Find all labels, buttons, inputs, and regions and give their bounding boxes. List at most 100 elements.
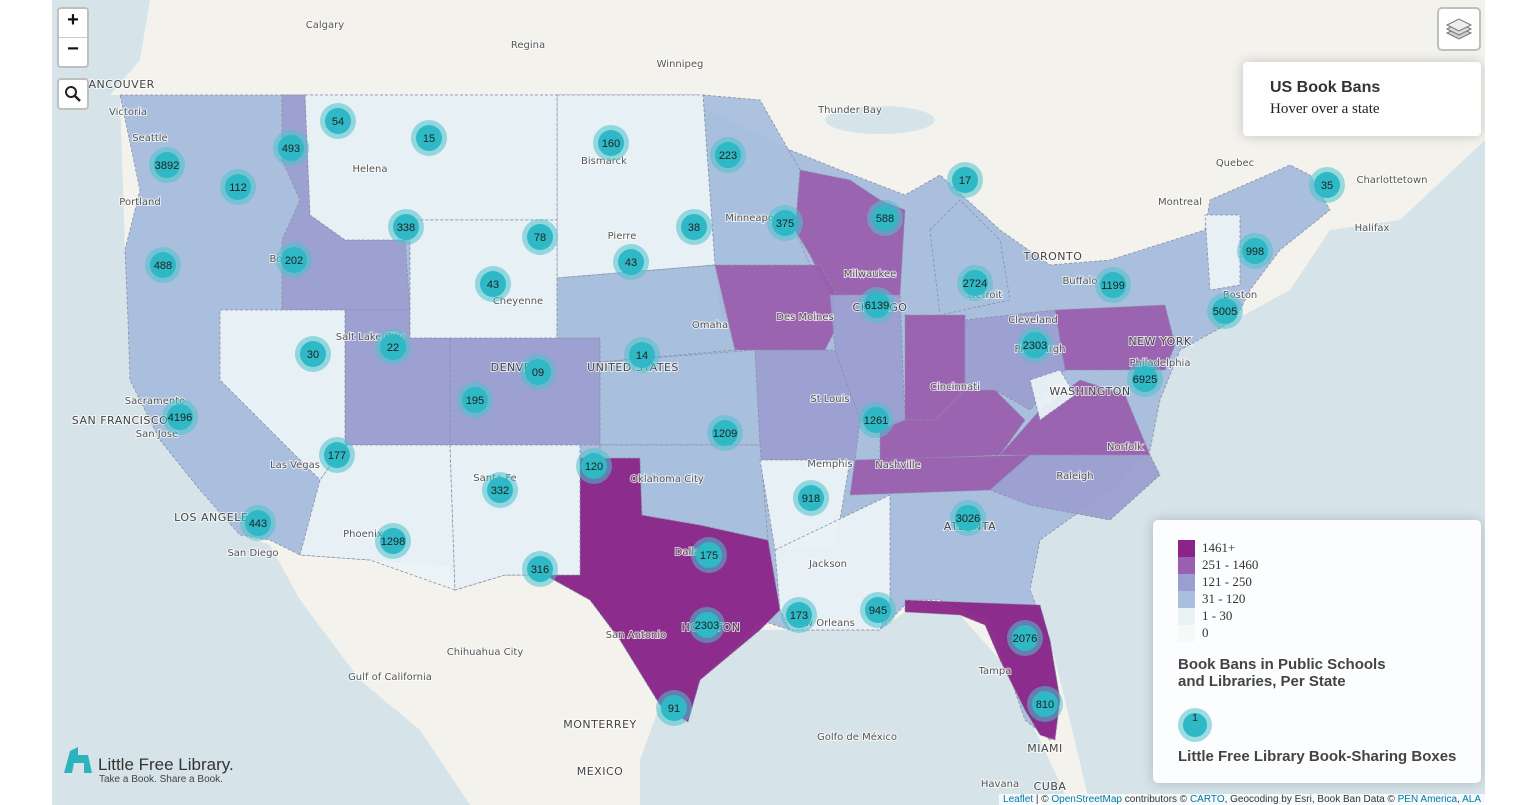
cluster-marker[interactable]: 09 bbox=[520, 354, 556, 390]
cluster-count: 4196 bbox=[168, 412, 192, 424]
cluster-marker[interactable]: 22 bbox=[375, 329, 411, 365]
cluster-marker[interactable]: 316 bbox=[522, 551, 558, 587]
cluster-marker[interactable]: 338 bbox=[388, 209, 424, 245]
zoom-in[interactable]: + bbox=[67, 9, 79, 31]
cluster-core bbox=[772, 210, 798, 236]
place-label: Las Vegas bbox=[270, 460, 320, 471]
cluster-marker[interactable]: 43 bbox=[475, 266, 511, 302]
cluster-marker[interactable]: 443 bbox=[240, 505, 276, 541]
cluster-marker[interactable]: 2076 bbox=[1007, 620, 1043, 656]
state[interactable] bbox=[774, 494, 891, 631]
cluster-marker[interactable]: 6139 bbox=[859, 287, 895, 323]
legend-label: 251 - 1460 bbox=[1202, 557, 1259, 572]
cluster-marker[interactable]: 5005 bbox=[1207, 293, 1243, 329]
state[interactable] bbox=[1204, 214, 1241, 291]
cluster-marker[interactable]: 38 bbox=[676, 209, 712, 245]
cluster-count: 78 bbox=[534, 232, 546, 244]
cluster-marker[interactable]: 488 bbox=[145, 247, 181, 283]
layers-button[interactable] bbox=[1437, 7, 1481, 51]
cluster-count: 375 bbox=[776, 218, 794, 230]
cluster-core bbox=[864, 292, 890, 318]
logo[interactable]: Little Free Library. Take a Book. Share … bbox=[62, 745, 234, 785]
cluster-marker[interactable]: 15 bbox=[411, 120, 447, 156]
state[interactable] bbox=[714, 264, 836, 351]
place-label: Calgary bbox=[306, 20, 344, 31]
cluster-count: 43 bbox=[625, 257, 637, 269]
cluster-marker[interactable]: 3026 bbox=[950, 500, 986, 536]
cluster-marker[interactable]: 112 bbox=[220, 169, 256, 205]
cluster-marker[interactable]: 35 bbox=[1309, 167, 1345, 203]
cluster-marker[interactable]: 1199 bbox=[1095, 267, 1131, 303]
state[interactable] bbox=[449, 444, 581, 591]
cluster-marker[interactable]: 223 bbox=[710, 137, 746, 173]
state[interactable] bbox=[794, 169, 906, 296]
cluster-marker[interactable]: 175 bbox=[691, 537, 727, 573]
cluster-count: 332 bbox=[491, 485, 509, 497]
cluster-count: 2303 bbox=[695, 620, 719, 632]
attribution-link[interactable]: PEN America bbox=[1397, 794, 1458, 805]
cluster-count: 3026 bbox=[956, 513, 980, 525]
cluster-core bbox=[416, 125, 442, 151]
cluster-marker[interactable]: 945 bbox=[860, 592, 896, 628]
cluster-marker[interactable]: 202 bbox=[276, 242, 312, 278]
cluster-marker[interactable]: 918 bbox=[793, 480, 829, 516]
place-label: Milwaukee bbox=[844, 269, 897, 280]
map[interactable]: Calgary Regina Winnipeg VANCOUVER Victoria Se… bbox=[52, 0, 1485, 805]
state[interactable] bbox=[304, 94, 558, 241]
cluster-marker[interactable]: 4196 bbox=[162, 399, 198, 435]
cluster-core bbox=[325, 108, 351, 134]
legend-title: Book Bans in Public Schools bbox=[1178, 656, 1386, 673]
water bbox=[640, 612, 1070, 805]
cluster-count: 5005 bbox=[1213, 306, 1237, 318]
cluster-count: 1209 bbox=[713, 428, 737, 440]
place-label: Helena bbox=[352, 164, 387, 175]
cluster-marker[interactable]: 78 bbox=[522, 219, 558, 255]
cluster-core bbox=[1032, 691, 1058, 717]
cluster-core bbox=[1100, 272, 1126, 298]
attribution-text: contributors © bbox=[1122, 794, 1190, 805]
cluster-marker[interactable]: 493 bbox=[273, 130, 309, 166]
cluster-marker[interactable]: 30 bbox=[295, 336, 331, 372]
attribution-link[interactable]: OpenStreetMap bbox=[1051, 794, 1122, 805]
cluster-marker[interactable]: 173 bbox=[781, 597, 817, 633]
state[interactable] bbox=[989, 454, 1161, 521]
cluster-marker[interactable]: 1209 bbox=[707, 415, 743, 451]
cluster-marker[interactable]: 332 bbox=[482, 472, 518, 508]
cluster-marker[interactable]: 6925 bbox=[1127, 361, 1163, 397]
cluster-count: 588 bbox=[876, 213, 894, 225]
cluster-marker[interactable]: 1261 bbox=[858, 402, 894, 438]
cluster-marker[interactable]: 1298 bbox=[375, 523, 411, 559]
attribution-link[interactable]: CARTO bbox=[1189, 794, 1225, 805]
cluster-marker[interactable]: 17 bbox=[947, 162, 983, 198]
cluster-marker[interactable]: 2303 bbox=[689, 607, 725, 643]
cluster-count: 160 bbox=[602, 138, 620, 150]
cluster-marker[interactable]: 120 bbox=[576, 448, 612, 484]
cluster-marker[interactable]: 14 bbox=[624, 337, 660, 373]
attribution-link[interactable]: Leaflet bbox=[1003, 794, 1034, 805]
cluster-marker[interactable]: 588 bbox=[867, 200, 903, 236]
logo-name: Little Free Library. bbox=[98, 755, 234, 774]
cluster-marker[interactable]: 195 bbox=[457, 382, 493, 418]
cluster-marker[interactable]: 375 bbox=[767, 205, 803, 241]
cluster-marker[interactable]: 91 bbox=[656, 690, 692, 726]
state[interactable] bbox=[849, 454, 1032, 496]
cluster-marker[interactable]: 160 bbox=[593, 125, 629, 161]
search-button[interactable] bbox=[57, 78, 89, 110]
zoom-control: + − bbox=[57, 7, 89, 68]
cluster-marker[interactable]: 177 bbox=[319, 437, 355, 473]
cluster-count: 09 bbox=[532, 367, 544, 379]
place-label: VANCOUVER bbox=[81, 78, 155, 91]
cluster-marker[interactable]: 3892 bbox=[149, 147, 185, 183]
state[interactable] bbox=[1029, 369, 1076, 421]
place-label: Golfo de México bbox=[817, 731, 897, 743]
cluster-marker[interactable]: 998 bbox=[1237, 233, 1273, 269]
zoom-out[interactable]: − bbox=[59, 37, 87, 66]
state[interactable] bbox=[1054, 304, 1176, 371]
cluster-marker[interactable]: 2303 bbox=[1017, 327, 1053, 363]
cluster-marker[interactable]: 2724 bbox=[957, 265, 993, 301]
cluster-marker[interactable]: 43 bbox=[613, 244, 649, 280]
cluster-marker[interactable]: 54 bbox=[320, 103, 356, 139]
attribution-link[interactable]: ALA bbox=[1462, 794, 1481, 805]
cluster-core bbox=[167, 404, 193, 430]
cluster-marker[interactable]: 810 bbox=[1027, 686, 1063, 722]
